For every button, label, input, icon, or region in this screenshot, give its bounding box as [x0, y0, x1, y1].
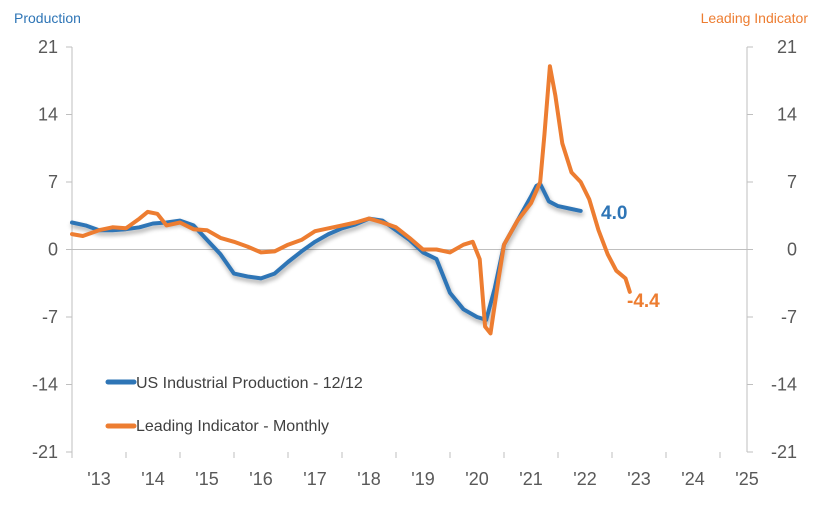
x-tick-label: '19 [411, 469, 434, 489]
x-tick-label: '20 [465, 469, 488, 489]
y-tick-label-left: -14 [32, 375, 58, 395]
axes [66, 46, 753, 458]
y-tick-label-right: 0 [787, 240, 797, 260]
end-label-production: 4.0 [601, 203, 627, 224]
y-tick-label-right: 21 [777, 37, 797, 57]
legend-label-leading: Leading Indicator - Monthly [136, 418, 329, 435]
y-tick-label-left: 14 [38, 105, 58, 125]
tick-labels: 21 21 14 14 7 7 0 0 -7 -7 -14 -14 -21 -21 '13 '14 '15 '16… [32, 37, 797, 489]
left-axis-title: Production [14, 10, 81, 26]
series-lines [70, 64, 632, 336]
x-tick-label: '16 [249, 469, 272, 489]
end-label-leading: -4.4 [627, 291, 660, 312]
y-tick-label-left: -21 [32, 442, 58, 462]
x-tick-label: '14 [141, 469, 164, 489]
x-tick-label: '15 [195, 469, 218, 489]
y-tick-label-left: 0 [48, 240, 58, 260]
x-tick-label: '18 [357, 469, 380, 489]
x-tick-label: '25 [735, 469, 758, 489]
y-tick-label-right: -14 [771, 375, 797, 395]
y-tick-label-right: 7 [787, 172, 797, 192]
x-tick-label: '22 [573, 469, 596, 489]
legend: US Industrial Production - 12/12 Leading… [105, 375, 363, 435]
y-tick-label-left: -7 [42, 307, 58, 327]
right-axis-title: Leading Indicator [701, 10, 809, 26]
series-line-leading [70, 64, 632, 336]
x-tick-label: '13 [87, 469, 110, 489]
x-tick-label: '21 [519, 469, 542, 489]
y-tick-label-right: -21 [771, 442, 797, 462]
y-tick-label-right: -7 [781, 307, 797, 327]
x-tick-label: '24 [681, 469, 704, 489]
x-tick-label: '17 [303, 469, 326, 489]
y-tick-label-right: 14 [777, 105, 797, 125]
y-tick-label-left: 7 [48, 172, 58, 192]
x-tick-label: '23 [627, 469, 650, 489]
y-tick-label-left: 21 [38, 37, 58, 57]
legend-label-production: US Industrial Production - 12/12 [136, 375, 363, 392]
